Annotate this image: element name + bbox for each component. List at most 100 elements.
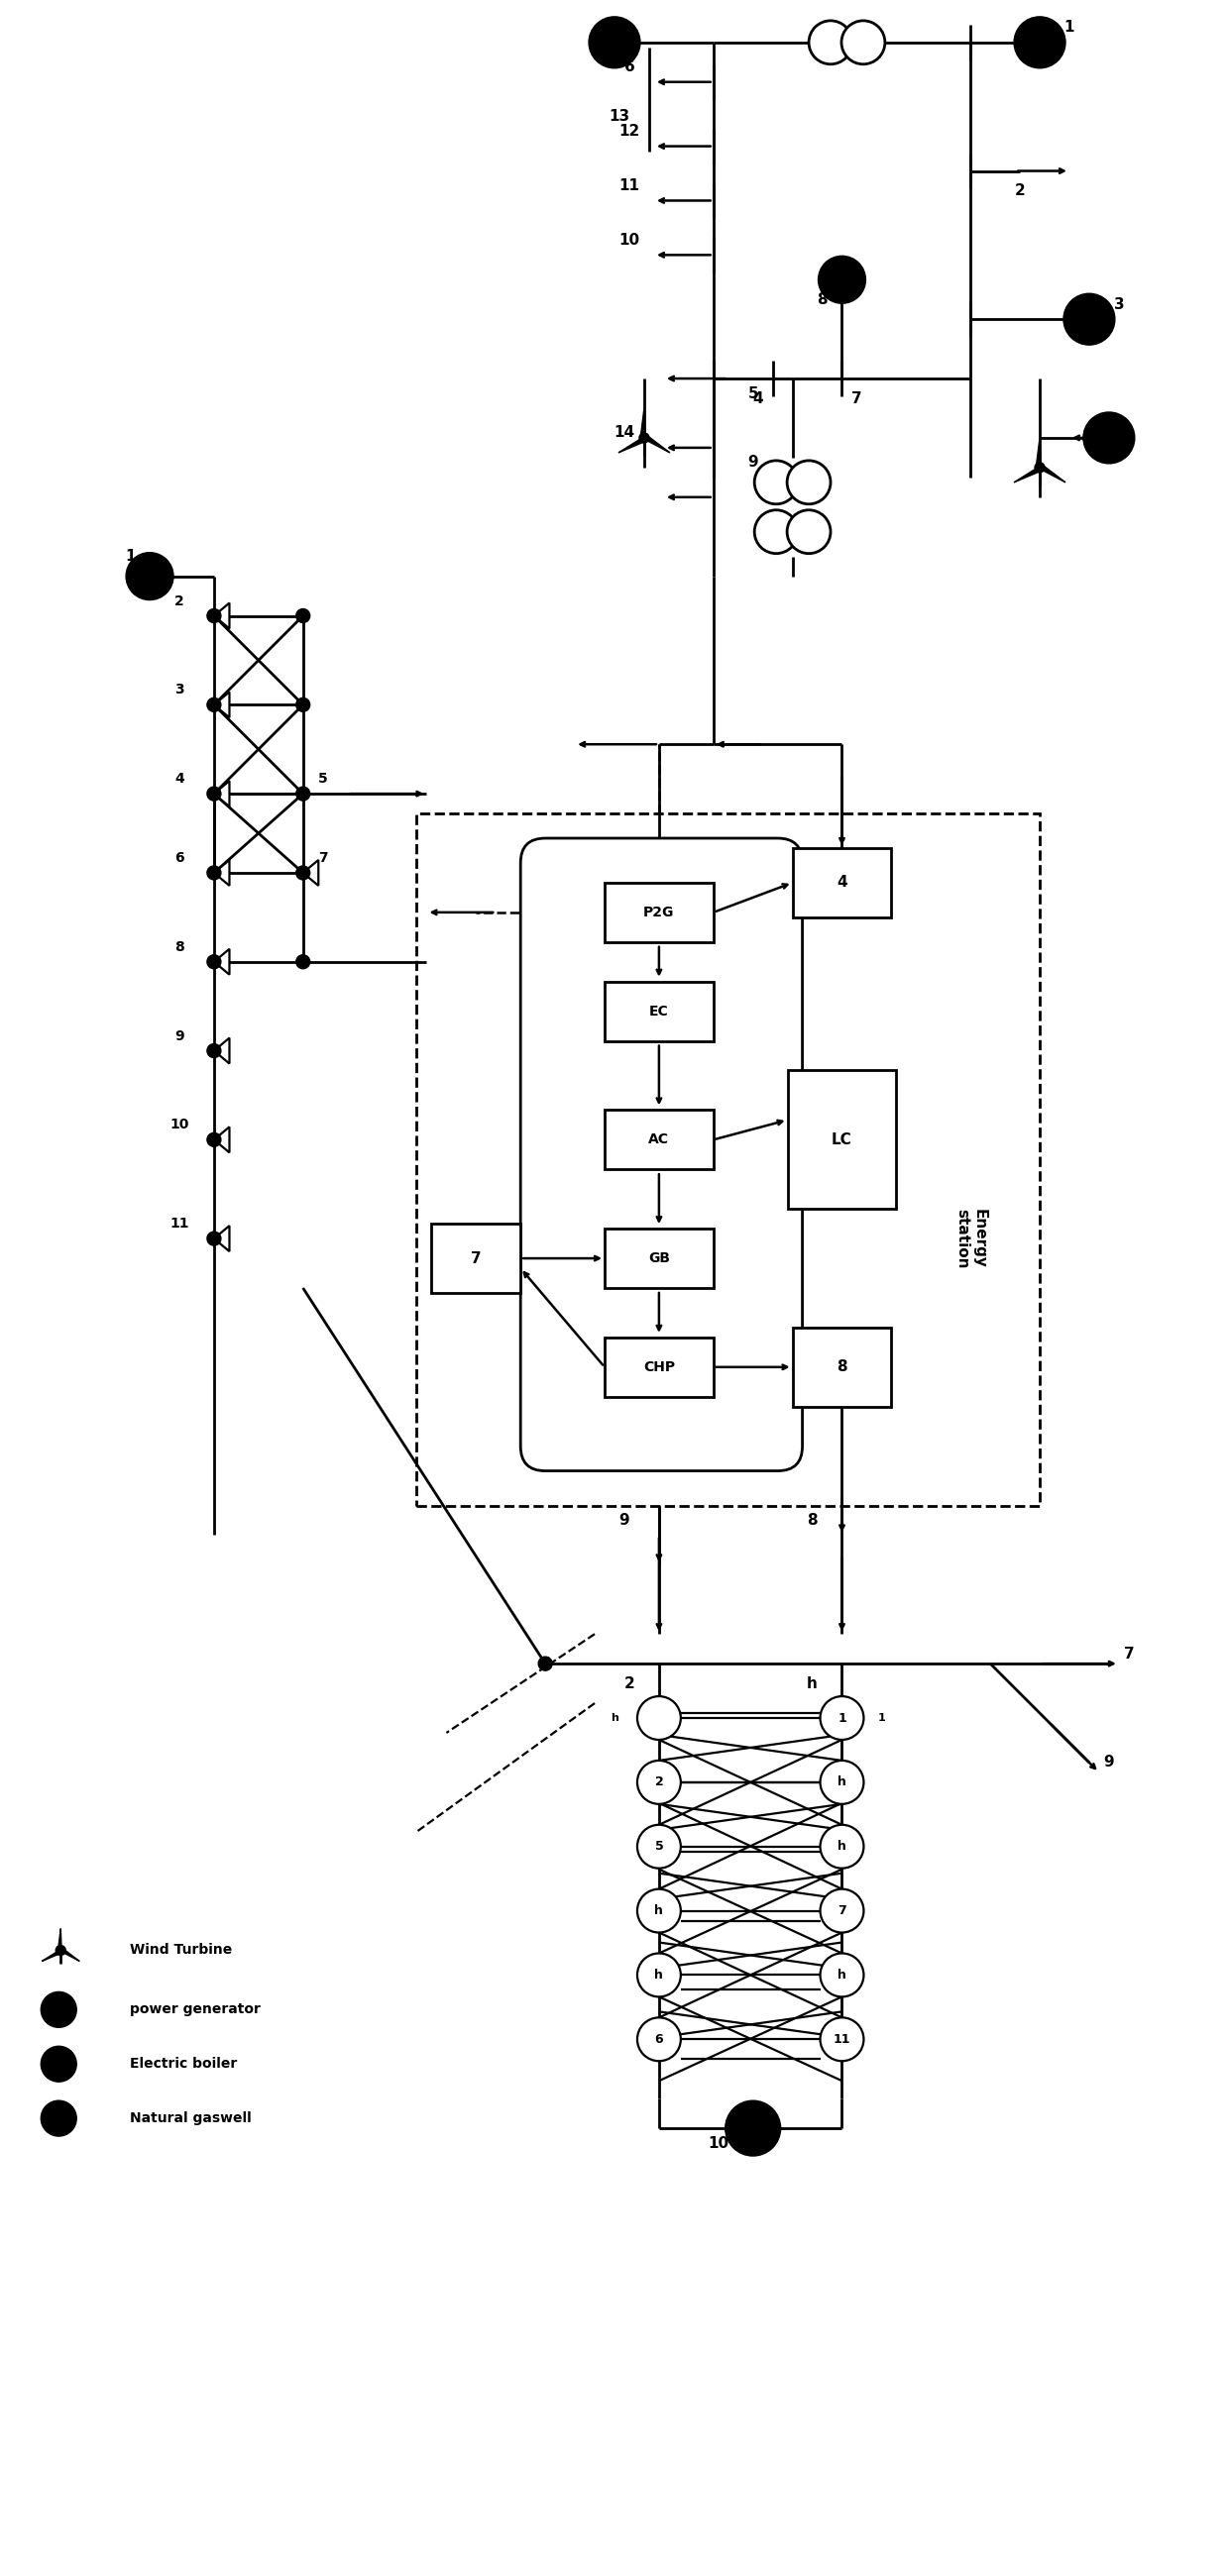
Text: 12: 12 — [619, 124, 640, 139]
Text: power generator: power generator — [130, 2002, 261, 2017]
Polygon shape — [214, 948, 230, 974]
Circle shape — [55, 1945, 65, 1955]
Circle shape — [41, 2099, 76, 2136]
Circle shape — [41, 2045, 76, 2081]
Circle shape — [206, 1133, 221, 1146]
Circle shape — [819, 255, 865, 304]
Text: 1: 1 — [1064, 21, 1074, 36]
Text: 7: 7 — [318, 850, 328, 866]
Polygon shape — [1040, 464, 1066, 482]
Text: 5: 5 — [318, 773, 328, 786]
Text: 1: 1 — [124, 549, 135, 564]
Text: AC: AC — [649, 1133, 670, 1146]
Circle shape — [820, 2017, 864, 2061]
Text: P2G: P2G — [644, 904, 675, 920]
Text: 4: 4 — [175, 773, 184, 786]
Circle shape — [820, 1824, 864, 1868]
Text: 11: 11 — [619, 178, 640, 193]
Circle shape — [1063, 294, 1115, 345]
Circle shape — [1014, 15, 1066, 67]
Polygon shape — [214, 603, 230, 629]
Circle shape — [206, 1043, 221, 1059]
Text: 3: 3 — [1113, 296, 1125, 312]
Circle shape — [755, 461, 798, 505]
Text: 1: 1 — [838, 1710, 847, 1723]
Circle shape — [206, 1231, 221, 1244]
Text: Natural gaswell: Natural gaswell — [130, 2112, 252, 2125]
Text: 13: 13 — [610, 108, 630, 124]
Polygon shape — [214, 781, 230, 806]
Text: 11: 11 — [833, 2032, 850, 2045]
Polygon shape — [1014, 466, 1042, 482]
Polygon shape — [1036, 438, 1041, 466]
Circle shape — [206, 866, 221, 881]
Circle shape — [638, 2017, 681, 2061]
FancyBboxPatch shape — [521, 837, 803, 1471]
Text: EC: EC — [649, 1005, 669, 1018]
Polygon shape — [644, 435, 670, 453]
FancyBboxPatch shape — [788, 1072, 896, 1208]
Text: 10: 10 — [619, 232, 640, 247]
Polygon shape — [42, 1950, 63, 1960]
Text: 7: 7 — [838, 1904, 847, 1917]
Text: 7: 7 — [852, 392, 862, 407]
Circle shape — [206, 956, 221, 969]
Circle shape — [638, 1888, 681, 1932]
Polygon shape — [60, 1947, 80, 1960]
Circle shape — [41, 1991, 76, 2027]
Text: 8: 8 — [817, 291, 827, 307]
Circle shape — [296, 698, 310, 711]
Circle shape — [787, 510, 831, 554]
Text: 10: 10 — [170, 1118, 189, 1131]
Text: 9: 9 — [1104, 1754, 1115, 1770]
Text: 7: 7 — [1123, 1646, 1134, 1662]
FancyBboxPatch shape — [605, 1337, 713, 1396]
Text: 11: 11 — [170, 1216, 189, 1231]
Circle shape — [725, 2099, 780, 2156]
FancyBboxPatch shape — [605, 1110, 713, 1170]
Text: 8: 8 — [175, 940, 184, 953]
Text: h: h — [655, 1968, 664, 1981]
Circle shape — [842, 21, 885, 64]
Polygon shape — [618, 438, 646, 453]
Text: 5: 5 — [540, 1656, 551, 1672]
Text: 2: 2 — [624, 1677, 634, 1690]
Polygon shape — [214, 1038, 230, 1064]
Polygon shape — [214, 1226, 230, 1252]
Circle shape — [296, 608, 310, 623]
Circle shape — [589, 15, 640, 67]
Circle shape — [639, 433, 649, 443]
Text: GB: GB — [648, 1252, 670, 1265]
Circle shape — [638, 1759, 681, 1803]
Circle shape — [820, 1888, 864, 1932]
Text: Energy
station: Energy station — [955, 1208, 987, 1267]
Circle shape — [638, 1695, 681, 1739]
Text: 8: 8 — [837, 1360, 847, 1376]
Circle shape — [638, 1824, 681, 1868]
Text: h: h — [807, 1677, 817, 1690]
Circle shape — [809, 21, 853, 64]
Text: h: h — [655, 1904, 664, 1917]
Text: 9: 9 — [175, 1028, 184, 1043]
Text: 9: 9 — [619, 1512, 629, 1528]
Polygon shape — [58, 1929, 61, 1950]
FancyBboxPatch shape — [605, 981, 713, 1041]
Text: h: h — [611, 1713, 618, 1723]
Text: 2: 2 — [175, 595, 184, 608]
Circle shape — [296, 786, 310, 801]
Circle shape — [820, 1759, 864, 1803]
Circle shape — [820, 1953, 864, 1996]
Text: 4: 4 — [752, 392, 763, 407]
Circle shape — [1035, 464, 1045, 471]
Text: h: h — [837, 1839, 847, 1852]
FancyBboxPatch shape — [605, 1229, 713, 1288]
Polygon shape — [304, 860, 318, 886]
FancyBboxPatch shape — [793, 1327, 891, 1406]
Circle shape — [820, 1695, 864, 1739]
Text: 10: 10 — [708, 2136, 729, 2151]
Circle shape — [1083, 412, 1134, 464]
Text: 6: 6 — [624, 59, 634, 75]
FancyBboxPatch shape — [605, 884, 713, 943]
Circle shape — [206, 608, 221, 623]
Text: 5: 5 — [655, 1839, 664, 1852]
